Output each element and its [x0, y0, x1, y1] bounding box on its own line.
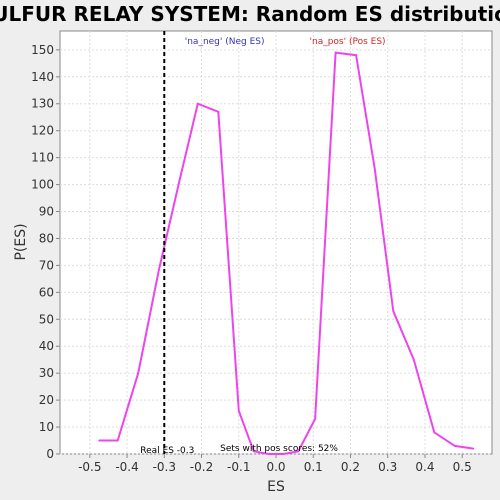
y-tick-label: 110: [31, 151, 54, 165]
y-tick-label: 80: [39, 231, 54, 245]
y-tick-label: 10: [39, 420, 54, 434]
x-tick-label: -0.4: [115, 460, 138, 474]
y-tick-label: 140: [31, 70, 54, 84]
x-tick-label: 0.2: [341, 460, 360, 474]
y-axis-label: P(ES): [13, 223, 29, 260]
y-tick-label: 20: [39, 393, 54, 407]
data-point: [267, 453, 270, 455]
y-tick-label: 70: [39, 258, 54, 272]
data-point: [433, 431, 436, 434]
data-point: [196, 102, 199, 105]
data-point: [334, 51, 337, 54]
plot-area: [59, 30, 493, 455]
data-point: [98, 439, 100, 442]
data-point: [392, 310, 395, 313]
y-tick-label: 150: [31, 43, 54, 57]
y-tick-label: 100: [31, 178, 54, 192]
y-tick-label: 90: [39, 205, 54, 219]
y-tick-label: 130: [31, 97, 54, 111]
x-tick-label: 0.4: [415, 460, 434, 474]
data-point: [412, 358, 415, 361]
x-tick-label: -0.3: [153, 460, 176, 474]
y-tick-label: 0: [46, 447, 54, 461]
data-point: [157, 269, 160, 272]
pos-label: 'na_pos' (Pos ES): [310, 37, 386, 47]
data-point: [282, 453, 285, 455]
x-tick-label: 0.1: [304, 460, 323, 474]
data-point: [217, 111, 220, 113]
x-tick-label: -0.5: [78, 460, 101, 474]
annotations: Real ES -0.3 Sets with pos scores: 52% '…: [140, 31, 386, 456]
x-tick-label: -0.2: [190, 460, 213, 474]
series: [98, 51, 475, 455]
data-point: [137, 372, 140, 374]
y-tick-label: 60: [39, 285, 54, 299]
data-point: [297, 450, 300, 453]
x-axis-label: ES: [267, 479, 285, 495]
data-point: [116, 439, 119, 442]
data-point: [453, 445, 456, 447]
x-tick-label: 0.0: [266, 460, 285, 474]
pos-scores-label: Sets with pos scores: 52%: [220, 444, 338, 454]
x-tick-label: -0.1: [227, 460, 250, 474]
x-tick-label: 0.3: [378, 460, 397, 474]
y-tick-label: 30: [39, 366, 54, 380]
data-point: [314, 418, 316, 420]
grid: [60, 31, 492, 455]
neg-label: 'na_neg' (Neg ES): [185, 37, 265, 47]
data-point: [373, 167, 376, 170]
real-es-label: Real ES -0.3: [140, 446, 194, 456]
x-tick-label: 0.5: [453, 460, 472, 474]
y-tick-label: 120: [31, 124, 54, 138]
data-point: [237, 410, 240, 412]
chart-title: SULFUR RELAY SYSTEM: Random ES distribut…: [0, 2, 500, 26]
ticks: 0 10 20 30 40 50 60 70 80 90 100 110 120 130 140 150 -0.…: [31, 43, 472, 474]
data-point: [252, 450, 255, 453]
y-tick-label: 50: [39, 312, 54, 326]
data-point: [355, 54, 357, 57]
data-point: [178, 181, 180, 183]
y-tick-label: 40: [39, 339, 54, 353]
data-point: [472, 447, 475, 450]
